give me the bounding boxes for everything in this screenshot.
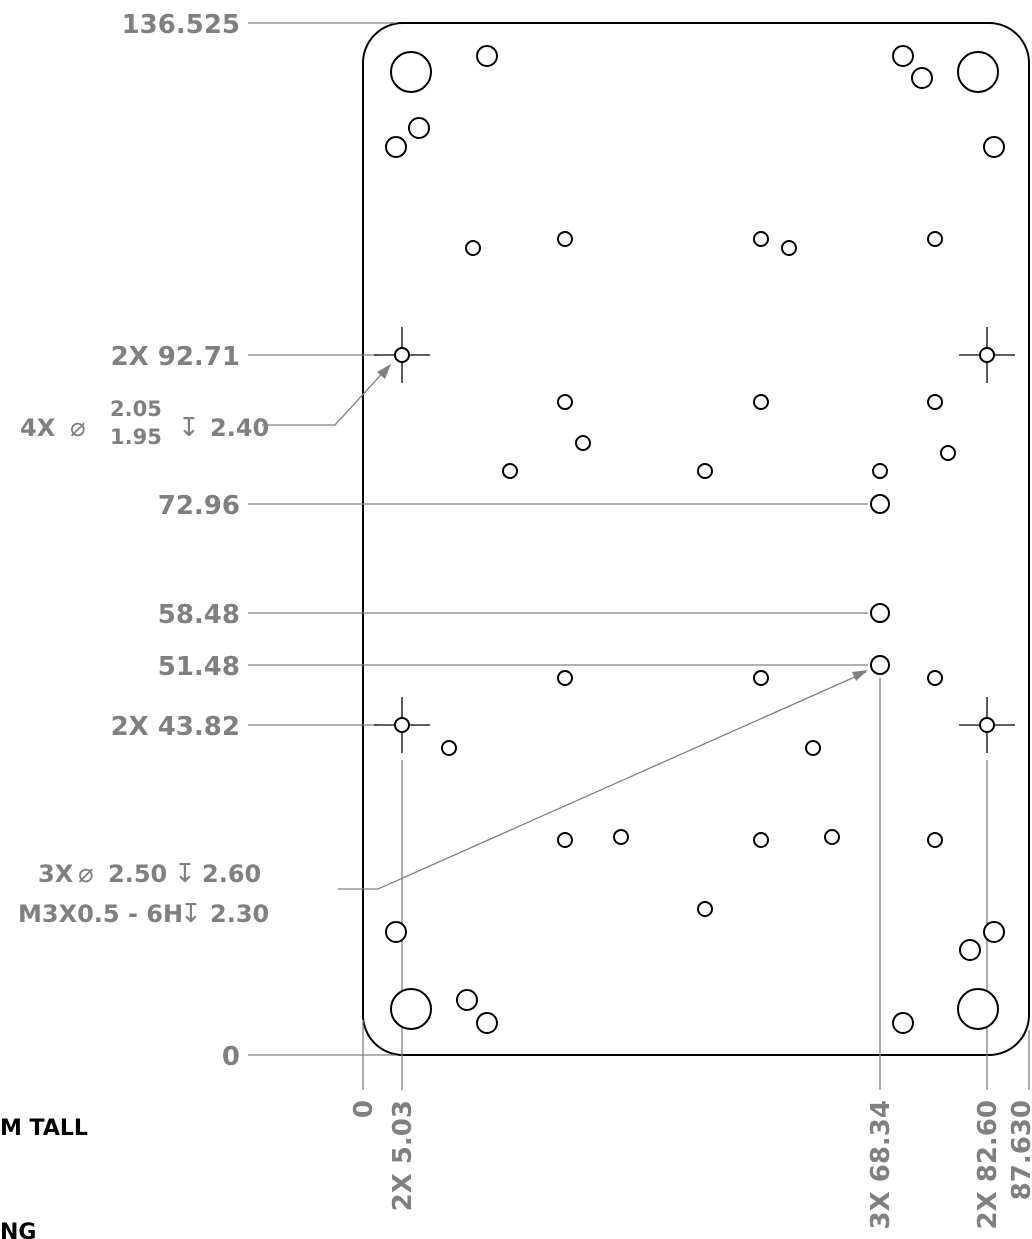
pin-hole-callout: 4X ⌀ 2.05 1.95 ↧ 2.40: [20, 364, 391, 449]
hole: [959, 939, 981, 961]
hole: [805, 740, 821, 756]
diameter-icon: ⌀: [78, 859, 94, 889]
diameter-icon: ⌀: [70, 413, 86, 443]
dim-x5-label: 2X 5.03: [388, 1100, 418, 1211]
hole: [557, 670, 573, 686]
hole: [927, 670, 943, 686]
hole: [940, 445, 956, 461]
hole: [872, 463, 888, 479]
hole: [385, 921, 407, 943]
hole: [870, 655, 890, 675]
hole: [753, 832, 769, 848]
dim-92-label: 2X 92.71: [111, 342, 240, 372]
dim-x0-label: 0: [349, 1100, 379, 1118]
hole: [613, 829, 629, 845]
side-note-ng: NG: [0, 1220, 36, 1239]
hole: [753, 394, 769, 410]
hole: [697, 463, 713, 479]
pin-hole-marker: [959, 327, 1015, 383]
dim-51-label: 51.48: [158, 652, 240, 682]
tap-drill-depth: 2.60: [202, 860, 261, 888]
hole: [456, 989, 478, 1011]
tap-thread: M3X0.5 - 6H: [18, 900, 183, 928]
tap-thread-depth: 2.30: [210, 900, 269, 928]
tap-qty: 3X: [38, 860, 74, 888]
dim-x68-label: 3X 68.34: [866, 1100, 896, 1229]
hole: [441, 740, 457, 756]
hole: [927, 394, 943, 410]
hole: [983, 136, 1005, 158]
hole: [781, 240, 797, 256]
hole: [476, 45, 498, 67]
tapped-hole-callout: 3X ⌀ 2.50 ↧ 2.60 M3X0.5 - 6H ↧ 2.30: [18, 670, 868, 929]
depth-icon: ↧: [178, 413, 200, 443]
pin-hole-marker: [374, 327, 430, 383]
hole: [557, 394, 573, 410]
hole: [697, 901, 713, 917]
hole: [892, 1012, 914, 1034]
hole: [957, 51, 999, 93]
dim-72-label: 72.96: [158, 491, 240, 521]
tap-drill-dia: 2.50: [108, 860, 167, 888]
pin-holes: [374, 327, 1015, 753]
hole: [557, 832, 573, 848]
pin-hole-depth: 2.40: [210, 414, 269, 442]
hole: [753, 231, 769, 247]
hole: [824, 829, 840, 845]
dim-x82-label: 2X 82.60: [973, 1100, 1003, 1229]
hole: [575, 435, 591, 451]
pin-hole-qty: 4X: [20, 414, 56, 442]
depth-icon: ↧: [180, 899, 202, 929]
hole: [476, 1012, 498, 1034]
hole: [911, 67, 933, 89]
dim-zero-label: 0: [222, 1042, 240, 1072]
dim-58-label: 58.48: [158, 600, 240, 630]
dim-x87-label: 87.630: [1007, 1100, 1032, 1200]
hole: [983, 921, 1005, 943]
dim-43-label: 2X 43.82: [111, 712, 240, 742]
hole: [957, 988, 999, 1030]
dim-top-label: 136.525: [122, 10, 240, 40]
side-note-tall: M TALL: [0, 1116, 88, 1141]
hole: [385, 136, 407, 158]
pin-hole-marker: [959, 697, 1015, 753]
hole: [870, 494, 890, 514]
pin-hole-lower-tol: 1.95: [110, 425, 162, 449]
pin-hole-marker: [374, 697, 430, 753]
hole: [927, 832, 943, 848]
hole: [927, 231, 943, 247]
hole: [502, 463, 518, 479]
hole: [557, 231, 573, 247]
hole: [892, 45, 914, 67]
hole: [408, 117, 430, 139]
pin-hole-upper-tol: 2.05: [110, 397, 162, 421]
hole: [753, 670, 769, 686]
plate-outline: [362, 22, 1030, 1056]
hole: [870, 603, 890, 623]
hole: [390, 51, 432, 93]
depth-icon: ↧: [174, 859, 196, 889]
holes: [385, 45, 1005, 1034]
hole: [465, 240, 481, 256]
hole: [390, 988, 432, 1030]
